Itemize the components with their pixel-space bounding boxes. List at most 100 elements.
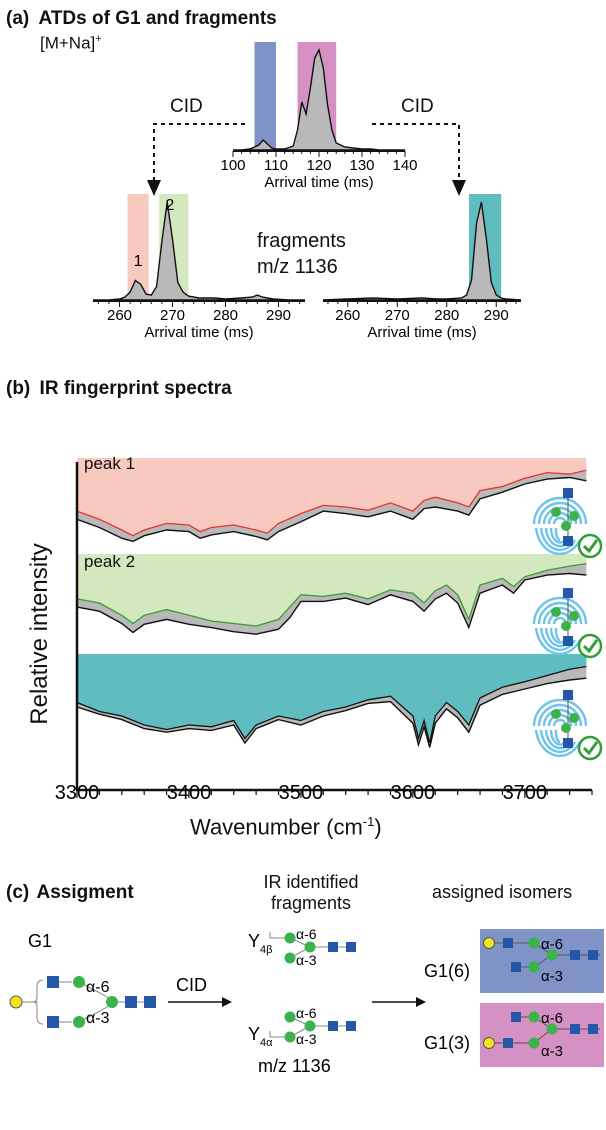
panel-c-heading: (c) Assigment [6,882,134,904]
cid-left-arrowhead [147,180,161,196]
check-icon [582,639,599,654]
check-circle-icon [577,735,603,761]
ir-series-line-0 [76,469,587,537]
fragments-label: fragments [257,230,346,252]
glcnac-icon [563,636,573,646]
g16-alpha3: α-3 [541,968,563,985]
y4b-glycan: α-6 α-3 [269,926,356,968]
mannose-icon [304,1020,316,1032]
x-tick-label: 270 [160,307,185,324]
atd-right-plot: 260 270 280 290 Arrival time (ms) [322,194,522,341]
cid-left-arrow [153,123,245,182]
atd-trace [93,201,305,301]
mannose-icon [546,1023,558,1035]
glcnac-icon [511,962,521,972]
glcnac-icon [588,950,598,960]
check-circle-icon [577,533,603,559]
ir-x-tick-label: 3600 [391,782,436,800]
ir-panel-svg: 3300 3400 3500 3600 3700 [55,458,603,800]
ir-reference-line-2 [76,677,587,748]
mannose-icon [284,952,296,964]
g16-label: G1(6) [424,961,470,981]
x-tick-label: 140 [392,157,417,174]
fingerprint-icon [532,588,603,659]
mannose-icon [569,611,579,621]
ir-series-line-2 [76,665,587,744]
fingerprint-icons [532,488,603,761]
galactose-icon [9,995,23,1009]
x-tick-label: 260 [107,307,132,324]
g1-glycan: α-6 α-3 [9,976,156,1028]
check-icon [582,741,599,756]
ir-x-tick-label: 3300 [55,782,100,800]
g13-box [480,1003,604,1067]
ir-series-line-1 [76,562,587,627]
ir-xlabel-end: ) [374,814,382,840]
y4a-label: Y [248,1024,260,1044]
mannose-icon [561,521,571,531]
glcnac-icon [144,996,156,1008]
x-axis-label: Arrival time (ms) [264,174,373,191]
alpha6-label: α-6 [86,979,110,996]
mannose-icon [106,996,118,1008]
x-tick-label: 270 [385,307,410,324]
y4b-alpha3: α-3 [296,952,317,968]
cid-arrowhead-c [222,997,232,1007]
ir-gray-area-1 [77,563,587,635]
mannose-icon [546,949,558,961]
check-icon [582,539,599,554]
glcnac-icon [563,588,573,598]
g16-glycan: α-6 α-3 [483,936,600,985]
g16-box [480,929,604,993]
ir-reference-line-0 [76,476,587,543]
ion-sup: + [95,33,102,45]
x-tick-label: 280 [213,307,238,324]
mannose-icon [551,709,561,719]
y4a-sub: 4α [260,1037,273,1049]
mannose-icon [284,932,296,944]
atd-trace [322,201,522,301]
fingerprint-ridge [532,698,588,727]
panel-a-title: ATDs of G1 and fragments [38,8,277,29]
fingerprint-ridge [554,729,561,744]
ir-identified-line1: IR identified [263,872,359,892]
ir-gray-area-2 [77,666,587,748]
panel-c-title: Assigment [36,882,134,903]
atd-peak-label-1: 1 [134,253,143,270]
cid-right-label: CID [401,96,434,117]
mannose-icon [569,511,579,521]
ir-x-tick-label: 3400 [167,782,212,800]
fingerprint-ridge [534,627,582,656]
atd-parent-plot: 100 110 120 130 140 Arrival time (ms) [220,42,418,191]
glcnac-icon [570,1024,580,1034]
mannose-icon [528,937,540,949]
ion-text: [M+Na] [40,33,96,53]
alpha3-label: α-3 [86,1010,110,1027]
fingerprint-ridge [537,501,583,525]
glcnac-icon [47,1016,59,1028]
g13-label: G1(3) [424,1033,470,1053]
mannose-icon [304,941,316,953]
panel-a-label: (a) [6,8,30,29]
glcnac-icon [503,1038,513,1048]
y4a-alpha6: α-6 [296,1005,317,1021]
g13-glycan: α-6 α-3 [483,1010,600,1060]
x-tick-label: 290 [266,307,291,324]
ir-ylabel-wrap: Relative intensity [20,543,53,724]
mz-label-c: m/z 1136 [258,1056,331,1076]
y4b-sub: 4β [260,944,272,956]
ir-peak1-label: peak 1 [84,454,136,473]
fingerprint-icon [532,488,603,559]
fragments-mz: m/z 1136 [257,256,338,278]
mannose-icon [73,976,85,988]
panel-b-label: (b) [6,378,31,399]
mannose-icon [528,1037,540,1049]
ir-xlabel-sup: -1 [362,814,375,829]
panel-b-title: IR fingerprint spectra [39,378,232,399]
mannose-icon [561,621,571,631]
cid-label-c: CID [176,975,207,995]
x-tick-label: 280 [434,307,459,324]
ir-xlabel: Wavenumber (cm-1) [190,814,382,840]
panel-a-heading: (a) ATDs of G1 and fragments [6,8,277,30]
